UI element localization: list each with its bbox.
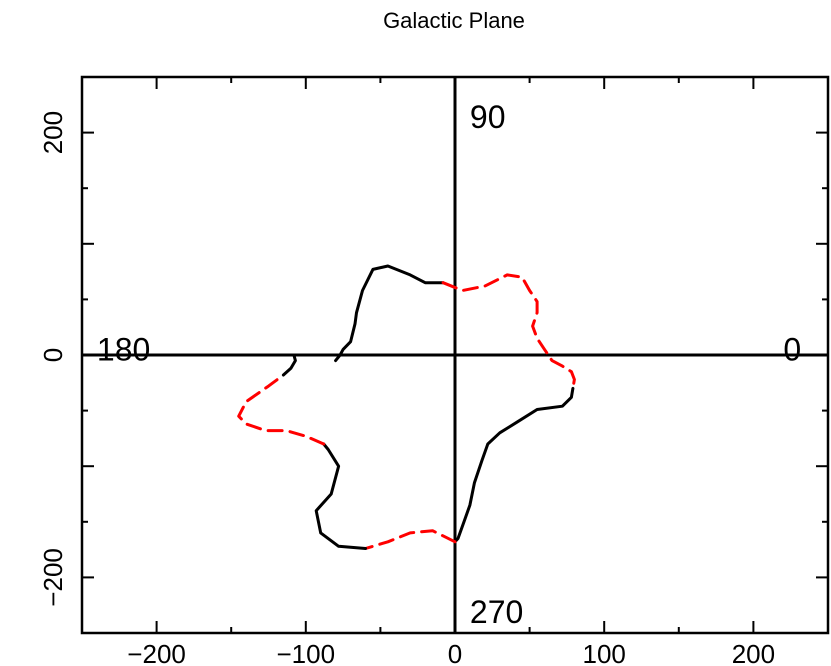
series-line-6: [237, 373, 326, 446]
series-line-3: [453, 386, 575, 544]
series-line-7: [281, 353, 297, 377]
x-tick-label: 200: [732, 639, 775, 666]
chart-title: Galactic Plane: [383, 8, 525, 33]
quadrant-label-90: 90: [470, 99, 506, 135]
x-tick-label: −200: [127, 639, 186, 666]
series-group: [237, 264, 576, 550]
quadrant-label-0: 0: [783, 331, 801, 367]
quadrant-label-180: 180: [97, 331, 150, 367]
x-tick-label: −100: [277, 639, 336, 666]
tick-group: −200 −100 0 100 200 −200 0 200: [38, 76, 829, 666]
x-tick-label: 0: [448, 639, 462, 666]
series-line-1: [334, 264, 445, 363]
series-line-5: [314, 442, 367, 550]
y-tick-label: 200: [38, 111, 68, 154]
series-line-2: [441, 273, 576, 390]
quadrant-label-270: 270: [470, 594, 523, 630]
label-group: 90 180 0 270: [97, 99, 801, 630]
axis-lines: [82, 77, 828, 633]
y-tick-label: 0: [38, 348, 68, 362]
y-tick-label: −200: [38, 548, 68, 607]
series-line-4: [364, 529, 457, 550]
x-tick-label: 100: [583, 639, 626, 666]
